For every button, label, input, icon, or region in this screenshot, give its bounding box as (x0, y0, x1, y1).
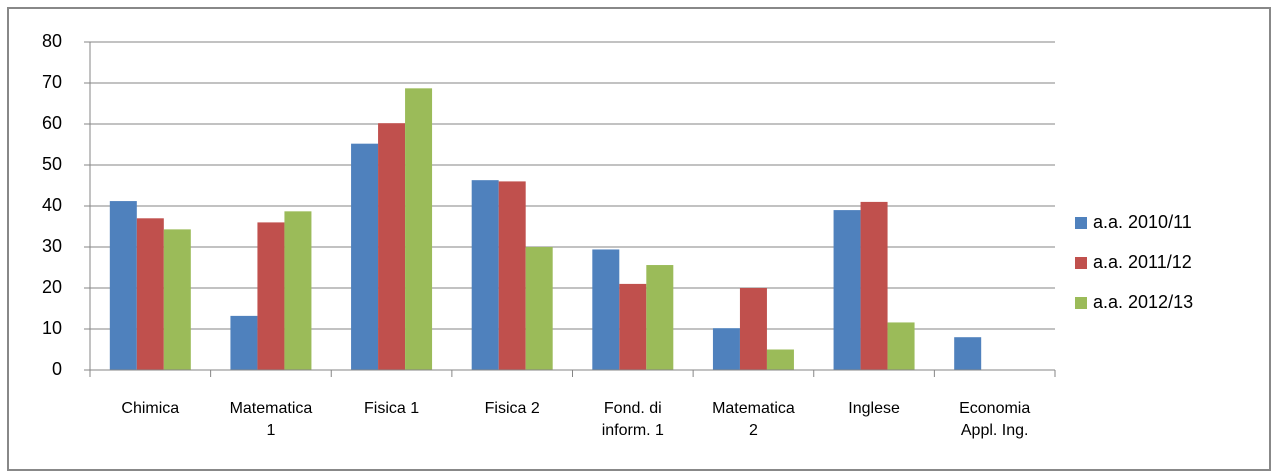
bar (525, 247, 553, 370)
bar (954, 337, 982, 370)
bar (136, 218, 164, 370)
x-tick-label: Fisica 2 (484, 400, 540, 417)
bar (887, 322, 915, 370)
y-tick-label: 20 (42, 277, 62, 297)
bar (646, 265, 674, 370)
bar (378, 123, 406, 371)
legend-label: a.a. 2010/11 (1093, 212, 1192, 232)
legend-swatch (1075, 297, 1087, 309)
y-tick-label: 80 (42, 31, 62, 51)
x-tick-label: Matematica 1 (229, 400, 313, 439)
x-tick-label: Chimica (121, 400, 180, 417)
bar (739, 288, 767, 370)
x-tick-label: Fond. di inform. 1 (601, 400, 664, 439)
legend-label: a.a. 2011/12 (1093, 252, 1192, 272)
x-tick-label: Inglese (848, 400, 900, 417)
x-tick-label: Matematica 2 (712, 400, 795, 439)
y-tick-label: 40 (42, 195, 62, 215)
bar (257, 222, 285, 370)
y-tick-label: 60 (42, 113, 62, 133)
y-tick-label: 30 (42, 236, 62, 256)
x-tick-label: Fisica 1 (364, 400, 420, 417)
y-tick-label: 10 (42, 318, 62, 338)
bar (833, 210, 861, 370)
chart-border (7, 7, 1271, 471)
legend-label: a.a. 2012/13 (1093, 292, 1193, 312)
bar (766, 349, 794, 370)
bar (405, 88, 433, 370)
x-tick-label: Economia Appl. Ing. (959, 400, 1031, 439)
bar (712, 328, 740, 370)
legend-swatch (1075, 257, 1087, 269)
bar (163, 229, 191, 370)
bar (498, 181, 526, 370)
y-tick-label: 70 (42, 72, 62, 92)
bar (592, 249, 620, 370)
legend-swatch (1075, 217, 1087, 229)
bar (109, 201, 137, 370)
bar (619, 283, 647, 370)
bar (860, 201, 888, 370)
y-tick-label: 0 (52, 359, 62, 379)
bar (471, 180, 499, 370)
y-tick-label: 50 (42, 154, 62, 174)
bar (230, 315, 258, 370)
bar (284, 211, 312, 370)
bar (351, 143, 379, 370)
